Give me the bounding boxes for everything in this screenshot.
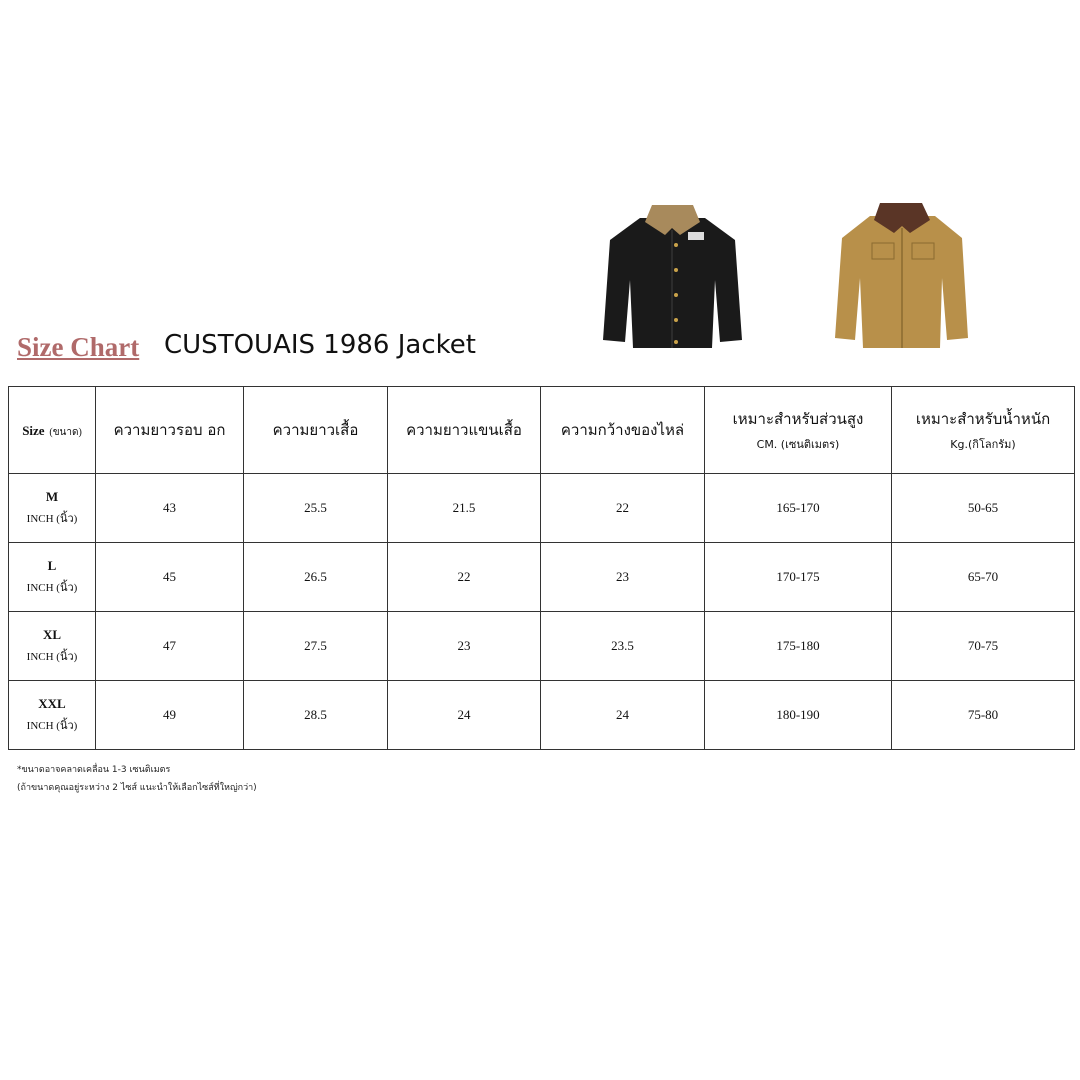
column-header-label: ความยาวเสื้อ [272,421,359,439]
column-header-label: ความกว้างของไหล่ [560,421,685,439]
value-cell: 28.5 [243,680,388,750]
value-cell: 24 [387,680,541,750]
size-label: M [45,489,59,504]
column-header: เหมาะสำหรับส่วนสูง CM. (เซนติเมตร) [704,386,892,474]
column-header: ความกว้างของไหล่ [540,386,705,474]
tan-jacket-image [835,203,968,348]
value-cell: 70-75 [891,611,1075,681]
note-recommendation: (ถ้าขนาดคุณอยู่ระหว่าง 2 ไซส์ แนะนำให้เล… [17,783,257,793]
column-header: เหมาะสำหรับน้ำหนัก Kg.(กิโลกรัม) [891,386,1075,474]
column-header-sub: CM. (เซนติเมตร) [756,438,840,451]
table-row: L INCH (นิ้ว) 45 26.5 22 23 170-175 65-70 [8,542,1075,612]
value-cell: 50-65 [891,473,1075,543]
column-header-label: ความยาวรอบ อก [113,421,226,439]
size-table: Size (ขนาด) ความยาวรอบ อก ความยาวเสื้อ ค… [8,386,1075,750]
column-header-label: เหมาะสำหรับน้ำหนัก [915,410,1051,428]
column-header-sub: Kg.(กิโลกรัม) [950,438,1016,451]
size-column-header: Size (ขนาด) [8,386,96,474]
size-label: XL [42,627,62,642]
unit-label: INCH (นิ้ว) [26,651,78,663]
value-cell: 175-180 [704,611,892,681]
value-cell: 23 [540,542,705,612]
note-tolerance: *ขนาดอาจคลาดเคลื่อน 1-3 เซนติเมตร [17,765,171,775]
table-row: XXL INCH (นิ้ว) 49 28.5 24 24 180-190 75-80 [8,680,1075,750]
column-header: ความยาวเสื้อ [243,386,388,474]
value-cell: 25.5 [243,473,388,543]
size-header-label: Size [22,422,45,438]
value-cell: 23.5 [540,611,705,681]
value-cell: 27.5 [243,611,388,681]
size-header-sub: (ขนาด) [49,426,82,438]
table-row: XL INCH (นิ้ว) 47 27.5 23 23.5 175-180 70-75 [8,611,1075,681]
value-cell: 170-175 [704,542,892,612]
size-label: L [47,558,57,573]
size-cell: M INCH (นิ้ว) [8,473,96,543]
table-row: M INCH (นิ้ว) 43 25.5 21.5 22 165-170 50-65 [8,473,1075,543]
value-cell: 43 [95,473,244,543]
unit-label: INCH (นิ้ว) [26,513,78,525]
size-cell: XXL INCH (นิ้ว) [8,680,96,750]
column-header-label: ความยาวแขนเสื้อ [406,421,522,439]
value-cell: 180-190 [704,680,892,750]
size-chart-heading: Size Chart [17,332,140,362]
value-cell: 75-80 [891,680,1075,750]
size-cell: L INCH (นิ้ว) [8,542,96,612]
value-cell: 26.5 [243,542,388,612]
black-jacket-image [603,205,742,348]
size-cell: XL INCH (นิ้ว) [8,611,96,681]
column-header: ความยาวรอบ อก [95,386,244,474]
value-cell: 22 [387,542,541,612]
size-label: XXL [38,696,66,711]
unit-label: INCH (นิ้ว) [26,582,78,594]
value-cell: 49 [95,680,244,750]
value-cell: 24 [540,680,705,750]
value-cell: 23 [387,611,541,681]
product-name: CUSTOUAIS 1986 Jacket [164,330,476,360]
value-cell: 22 [540,473,705,543]
value-cell: 165-170 [704,473,892,543]
value-cell: 65-70 [891,542,1075,612]
value-cell: 21.5 [387,473,541,543]
column-header-label: เหมาะสำหรับส่วนสูง [732,410,864,428]
table-header-row: Size (ขนาด) ความยาวรอบ อก ความยาวเสื้อ ค… [8,386,1075,474]
value-cell: 45 [95,542,244,612]
unit-label: INCH (นิ้ว) [26,720,78,732]
value-cell: 47 [95,611,244,681]
column-header: ความยาวแขนเสื้อ [387,386,541,474]
